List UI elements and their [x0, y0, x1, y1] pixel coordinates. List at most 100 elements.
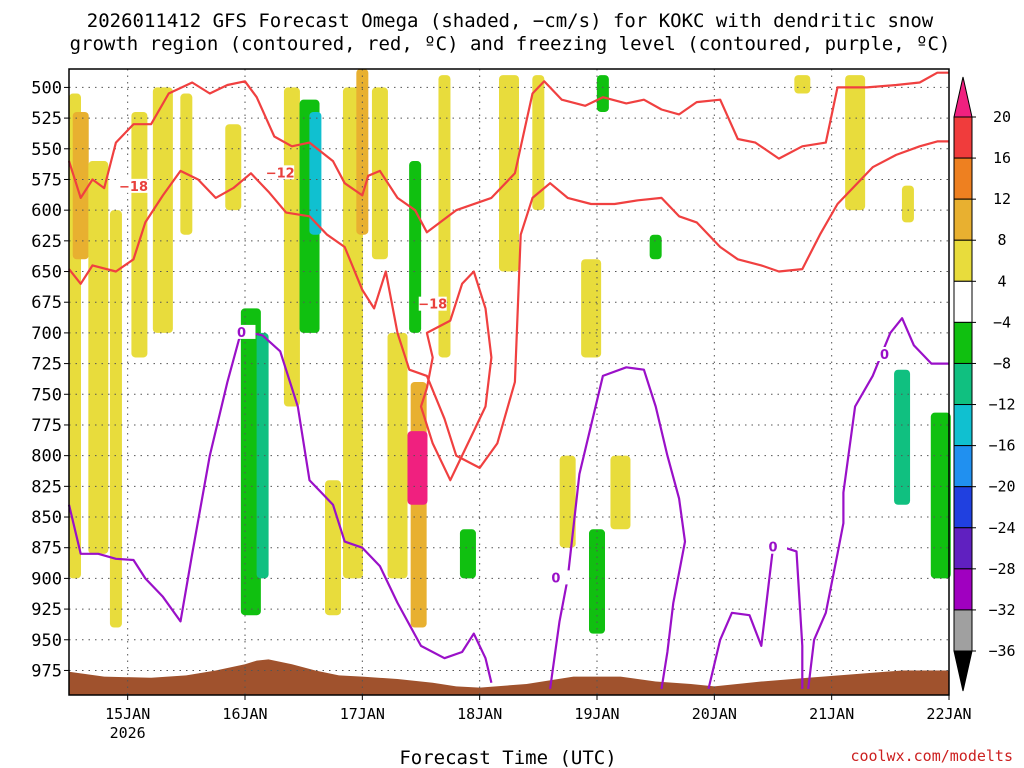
colorbar-tick-label: −32: [988, 601, 1015, 619]
omega-shading-cell: [240, 308, 261, 616]
plot-area: −18 −12 −18 0 0 0 0: [67, 68, 951, 696]
contour-label: 0: [237, 326, 246, 341]
omega-shading-cell: [459, 529, 476, 579]
omega-shading-cell: [894, 369, 911, 505]
omega-shading-cell: [387, 332, 408, 579]
colorbar-tick-label: −8: [993, 354, 1011, 372]
y-tick-label: 625: [31, 232, 62, 252]
x-axis-label: Forecast Time (UTC): [399, 747, 616, 768]
y-tick-label: 650: [31, 263, 62, 283]
x-tick-label: 18JAN: [457, 705, 502, 723]
y-tick-label: 725: [31, 355, 62, 375]
omega-shading-cell: [901, 185, 914, 223]
y-tick-label: 700: [31, 324, 62, 344]
omega-shading-cell: [794, 75, 811, 94]
colorbar-swatch: [953, 116, 973, 159]
contour-label-bg: [119, 178, 148, 193]
contour-line: [549, 366, 687, 690]
omega-shading-cell: [371, 87, 388, 260]
colorbar-tick-label: 16: [993, 149, 1011, 167]
colorbar-swatch: [953, 445, 973, 488]
y-tick-label: 950: [31, 631, 62, 651]
y-tick-label: 800: [31, 447, 62, 467]
y-tick-label: 875: [31, 539, 62, 559]
omega-shading-cell: [596, 75, 609, 112]
x-tick-label: 22JAN: [926, 705, 971, 723]
contour-label-bg: [759, 539, 787, 554]
omega-shading-cell: [610, 455, 631, 530]
colorbar-tick-label: 4: [997, 272, 1006, 290]
colorbar-swatch: [953, 568, 973, 611]
omega-shading-cell: [589, 529, 605, 634]
contour-layer: −18 −12 −18 0 0 0 0: [67, 71, 949, 690]
omega-shading-cell: [88, 161, 109, 554]
contour-line: [68, 140, 949, 469]
chart-title-line1: 2026011412 GFS Forecast Omega (shaded, −…: [87, 10, 934, 32]
x-tick-label: 15JAN: [105, 705, 150, 723]
colorbar-swatch: [953, 609, 973, 652]
colorbar-tick-label: −36: [988, 642, 1015, 660]
x-tick-label: 17JAN: [340, 705, 385, 723]
colorbar-tick-label: −20: [988, 478, 1015, 496]
contour-label: 0: [768, 541, 777, 556]
y-tick-label: 550: [31, 140, 62, 160]
contour-label: −12: [266, 166, 295, 181]
colorbar-tick-label: −24: [988, 519, 1015, 537]
colorbar-swatch: [953, 239, 973, 282]
y-tick-label: 575: [31, 170, 62, 190]
contour-label: 0: [551, 571, 560, 586]
colorbar: 20 16 12 8 4 −4 −8 −12 −16 −20 −24 −28 −32 −36: [953, 76, 1016, 692]
contour-label-bg: [227, 324, 256, 339]
colorbar-swatch: [953, 198, 973, 241]
omega-shading-cell: [409, 161, 422, 333]
omega-shading-cell: [283, 87, 300, 407]
contour-label-bg: [870, 346, 899, 361]
colorbar-tick-label: −28: [988, 560, 1015, 578]
x-tick-label: 21JAN: [809, 705, 854, 723]
y-tick-label: 675: [31, 293, 62, 313]
contour-label: −18: [418, 298, 447, 313]
terrain-layer: [69, 659, 949, 695]
colorbar-swatch: [953, 157, 973, 200]
colorbar-swatch: [953, 486, 973, 529]
omega-shading-cell: [180, 93, 193, 235]
colorbar-tick-label: −12: [988, 396, 1015, 414]
contour-label-bg: [418, 296, 447, 311]
colorbar-swatch: [953, 404, 973, 447]
y-tick-label: 500: [31, 78, 62, 98]
omega-shading-cell: [152, 87, 173, 333]
y-tick-label: 750: [31, 385, 62, 405]
omega-shading-cell: [649, 234, 662, 260]
colorbar-tick-label: 12: [993, 190, 1011, 208]
omega-shading-cell: [845, 75, 866, 211]
omega-shading-cell: [499, 75, 519, 272]
contour-line: [67, 71, 949, 234]
y-tick-label: 850: [31, 508, 62, 528]
colorbar-tick-label: 20: [993, 108, 1011, 126]
y-axis: 500 525 550 575 600 625 650 675 700 725 750 775 800 8…: [31, 78, 69, 681]
chart-title-line2: growth region (contoured, red, ºC) and f…: [70, 33, 951, 55]
colorbar-top-arrow: [953, 76, 973, 118]
contour-line: [807, 317, 949, 690]
contour-line: [419, 270, 493, 482]
y-tick-label: 525: [31, 109, 62, 129]
contour-label: 0: [880, 348, 889, 363]
y-tick-label: 825: [31, 477, 62, 497]
omega-shading-cell: [309, 111, 322, 235]
omega-shading-cell: [256, 332, 269, 579]
contour-label-bg: [541, 570, 570, 585]
y-tick-label: 600: [31, 201, 62, 221]
y-tick-label: 775: [31, 416, 62, 436]
omega-shading-cell: [438, 75, 451, 358]
colorbar-swatch: [953, 527, 973, 570]
colorbar-swatch: [953, 280, 973, 323]
contour-line: [67, 331, 493, 683]
omega-shading-cell: [559, 455, 576, 548]
x-tick-year-label: 2026: [110, 724, 146, 742]
colorbar-tick-label: 8: [997, 231, 1006, 249]
colorbar-bottom-arrow: [953, 650, 973, 692]
y-tick-label: 900: [31, 569, 62, 589]
omega-shading-cell: [930, 412, 951, 579]
